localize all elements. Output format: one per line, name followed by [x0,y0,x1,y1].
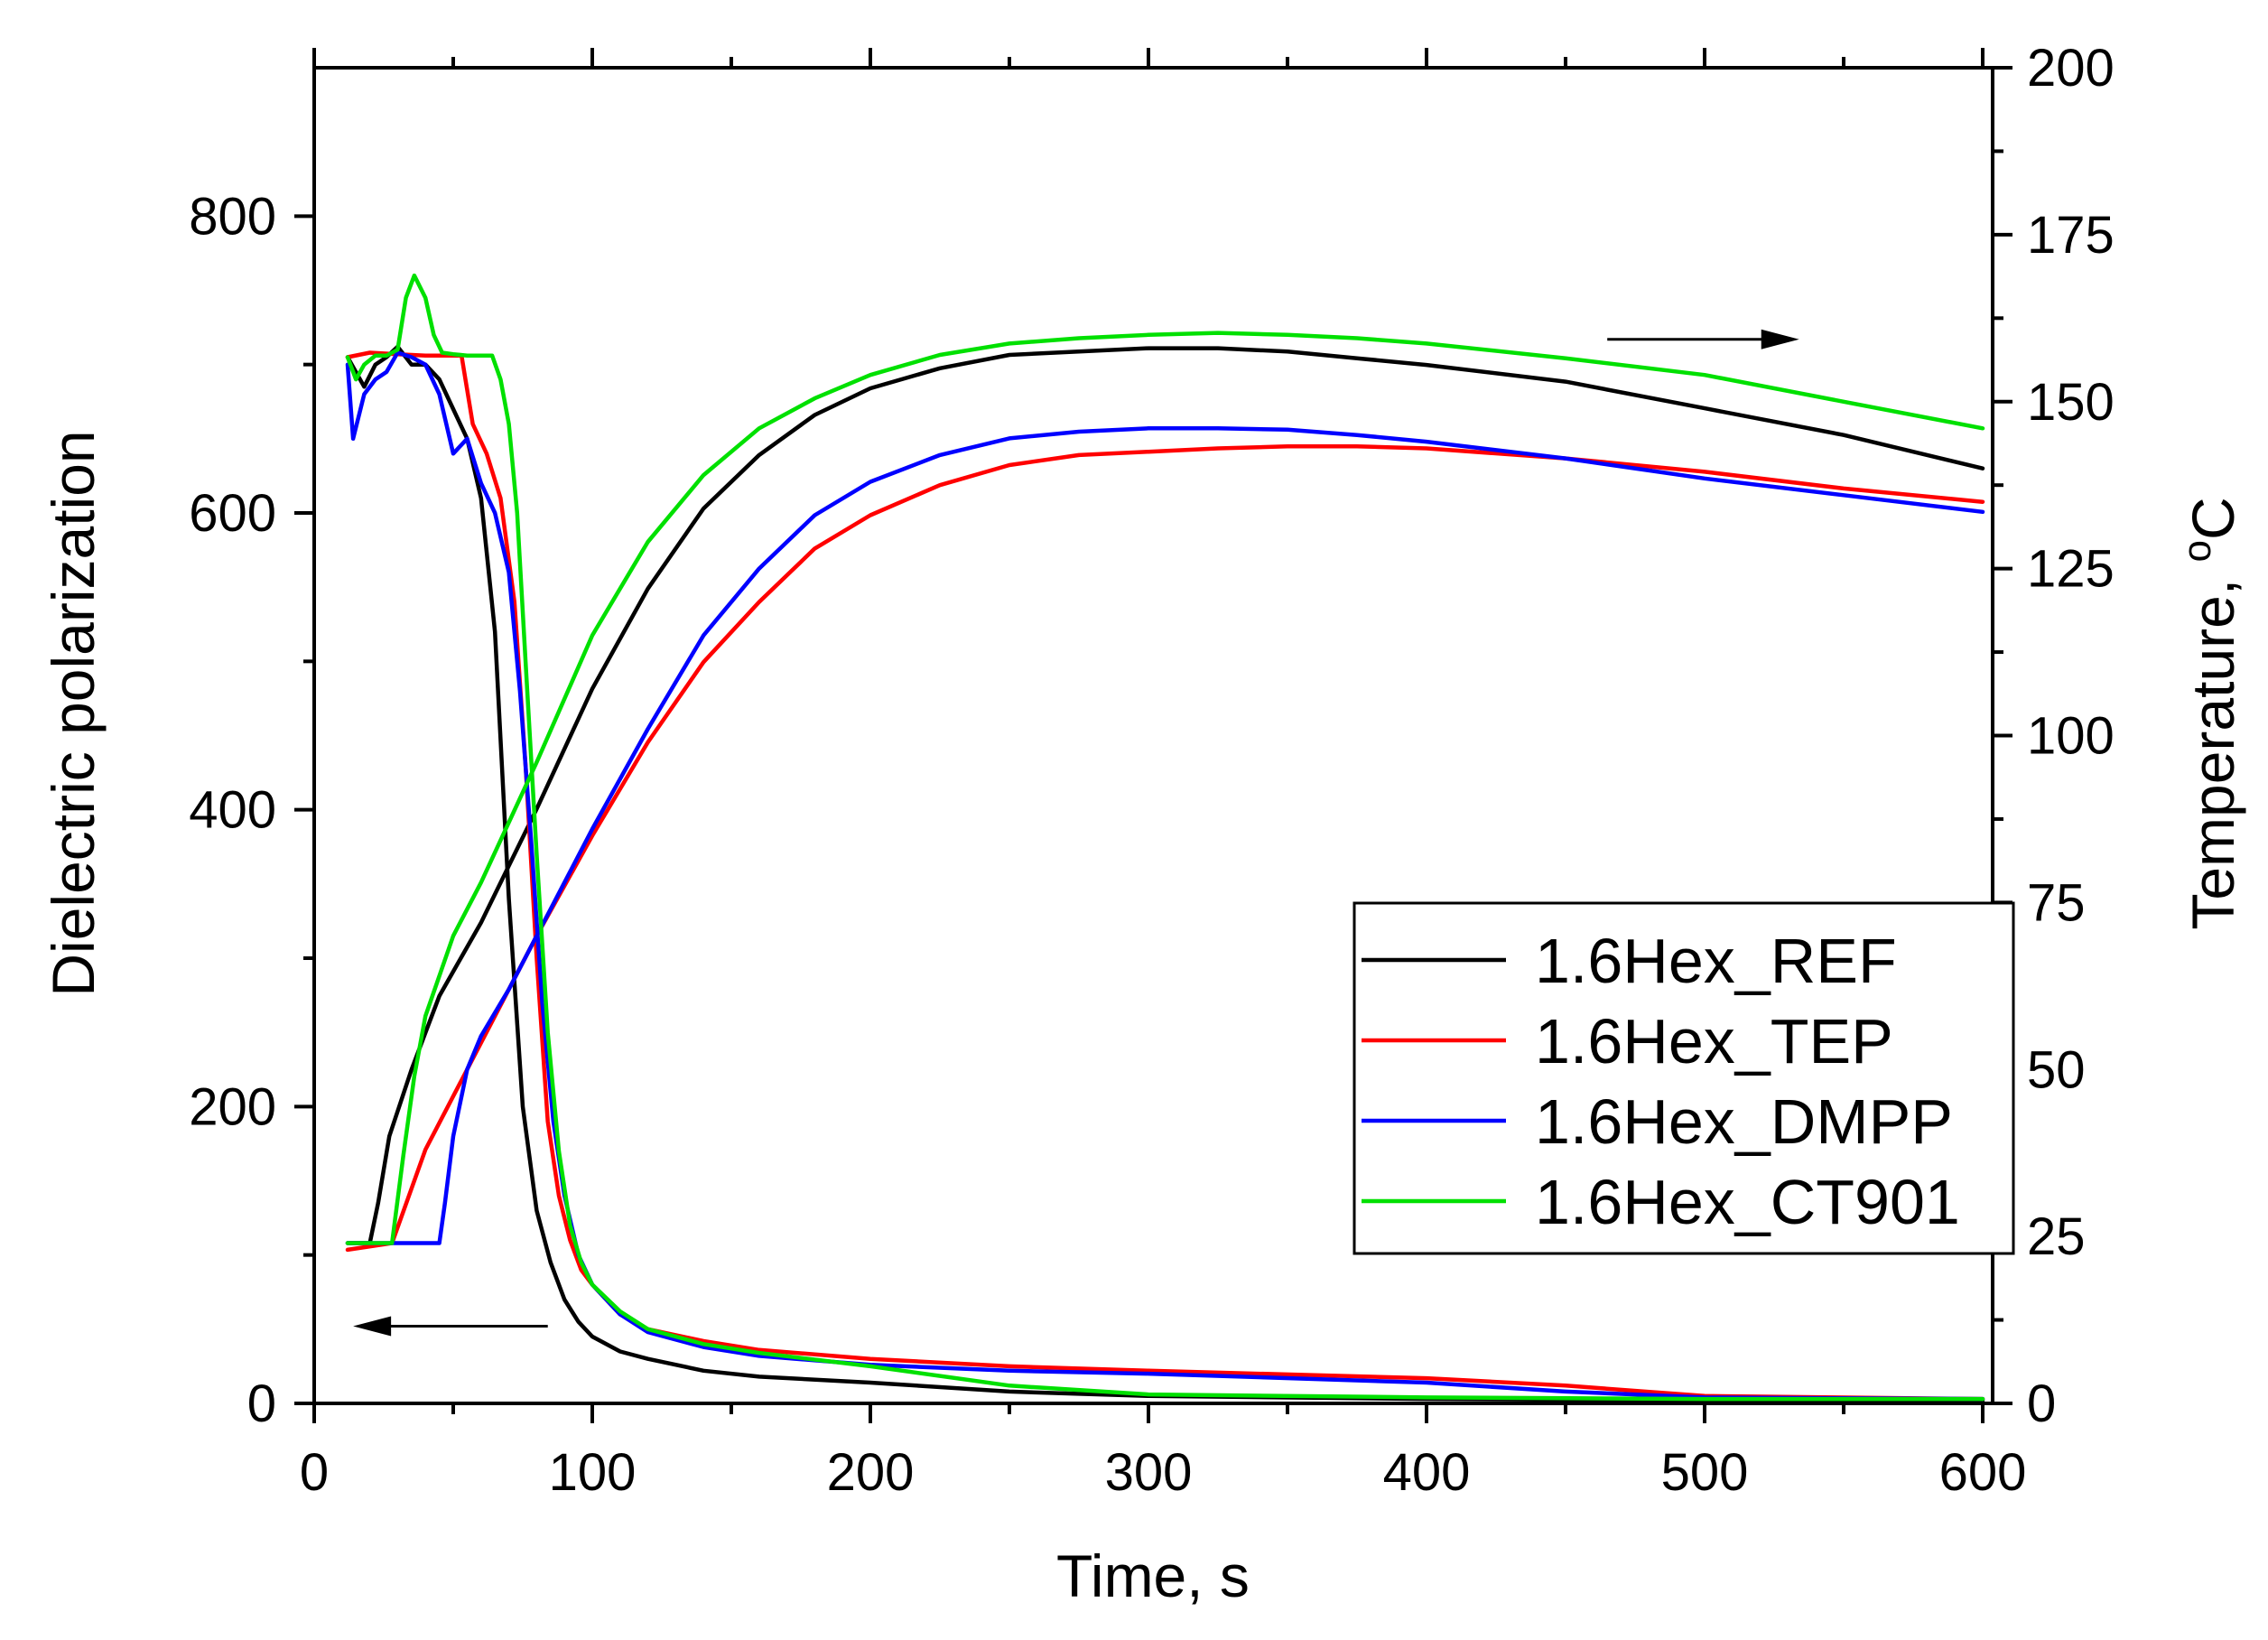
right-axis-title: Temperature, oC [2175,497,2246,929]
arrow-head-right [1761,329,1799,349]
y-right-tick-label: 175 [2027,206,2115,265]
polarization-line-1-6hex-ct901 [345,273,1985,1402]
temperature-line-1-6hex-ct901 [345,331,1985,1245]
x-tick-label: 600 [1939,1443,2027,1502]
x-tick-label: 200 [827,1443,915,1502]
arrow-head-left [353,1316,392,1337]
x-tick-label: 500 [1661,1443,1749,1502]
x-tick-label: 400 [1383,1443,1471,1502]
y-left-tick-label: 0 [247,1374,276,1433]
x-tick-label: 0 [300,1443,329,1502]
x-tick-label: 300 [1105,1443,1193,1502]
legend-label-1-6hex-dmpp: 1.6Hex_DMPP [1535,1086,1953,1157]
y-left-tick-label: 200 [189,1077,276,1136]
y-right-tick-label: 150 [2027,373,2115,432]
polarization-line-1-6hex-ref [345,344,1985,1402]
right-axis-title-prefix: Temperature, [2180,562,2246,929]
y-left-tick-label: 400 [189,781,276,840]
legend: 1.6Hex_REF 1.6Hex_TEP 1.6Hex_DMPP 1.6Hex_CT… [1352,901,2015,1255]
axis-ticks [294,48,2012,1423]
y-right-tick-label: 200 [2027,39,2115,98]
y-right-tick-label: 25 [2027,1207,2086,1266]
legend-label-1-6hex-ref: 1.6Hex_REF [1535,926,1897,996]
axis-arrows [353,329,1799,1337]
legend-label-1-6hex-ct901: 1.6Hex_CT901 [1535,1167,1960,1237]
polarization-line-1-6hex-dmpp [345,350,1985,1402]
temperature-line-1-6hex-dmpp [345,426,1985,1245]
left-axis-title: Dielectric polarization [40,430,107,996]
right-axis-title-unit: C [2180,497,2246,540]
legend-items: 1.6Hex_REF 1.6Hex_TEP 1.6Hex_DMPP 1.6Hex_CT… [1362,926,1960,1237]
y-left-tick-label: 600 [189,484,276,543]
y-right-tick-label: 0 [2027,1374,2056,1433]
x-axis-title: Time, s [1056,1542,1250,1609]
y-right-tick-label: 50 [2027,1040,2086,1099]
y-right-tick-label: 100 [2027,707,2115,766]
legend-label-1-6hex-tep: 1.6Hex_TEP [1535,1006,1893,1076]
y-left-tick-label: 800 [189,187,276,246]
y-right-tick-label: 125 [2027,540,2115,599]
tick-labels: 0 100 200 300 400 500 600020040060080002550751… [189,39,2115,1502]
y-right-tick-label: 75 [2027,873,2086,932]
x-tick-label: 100 [549,1443,637,1502]
series-lines [345,273,1985,1402]
degree-superscript: o [2175,540,2219,562]
